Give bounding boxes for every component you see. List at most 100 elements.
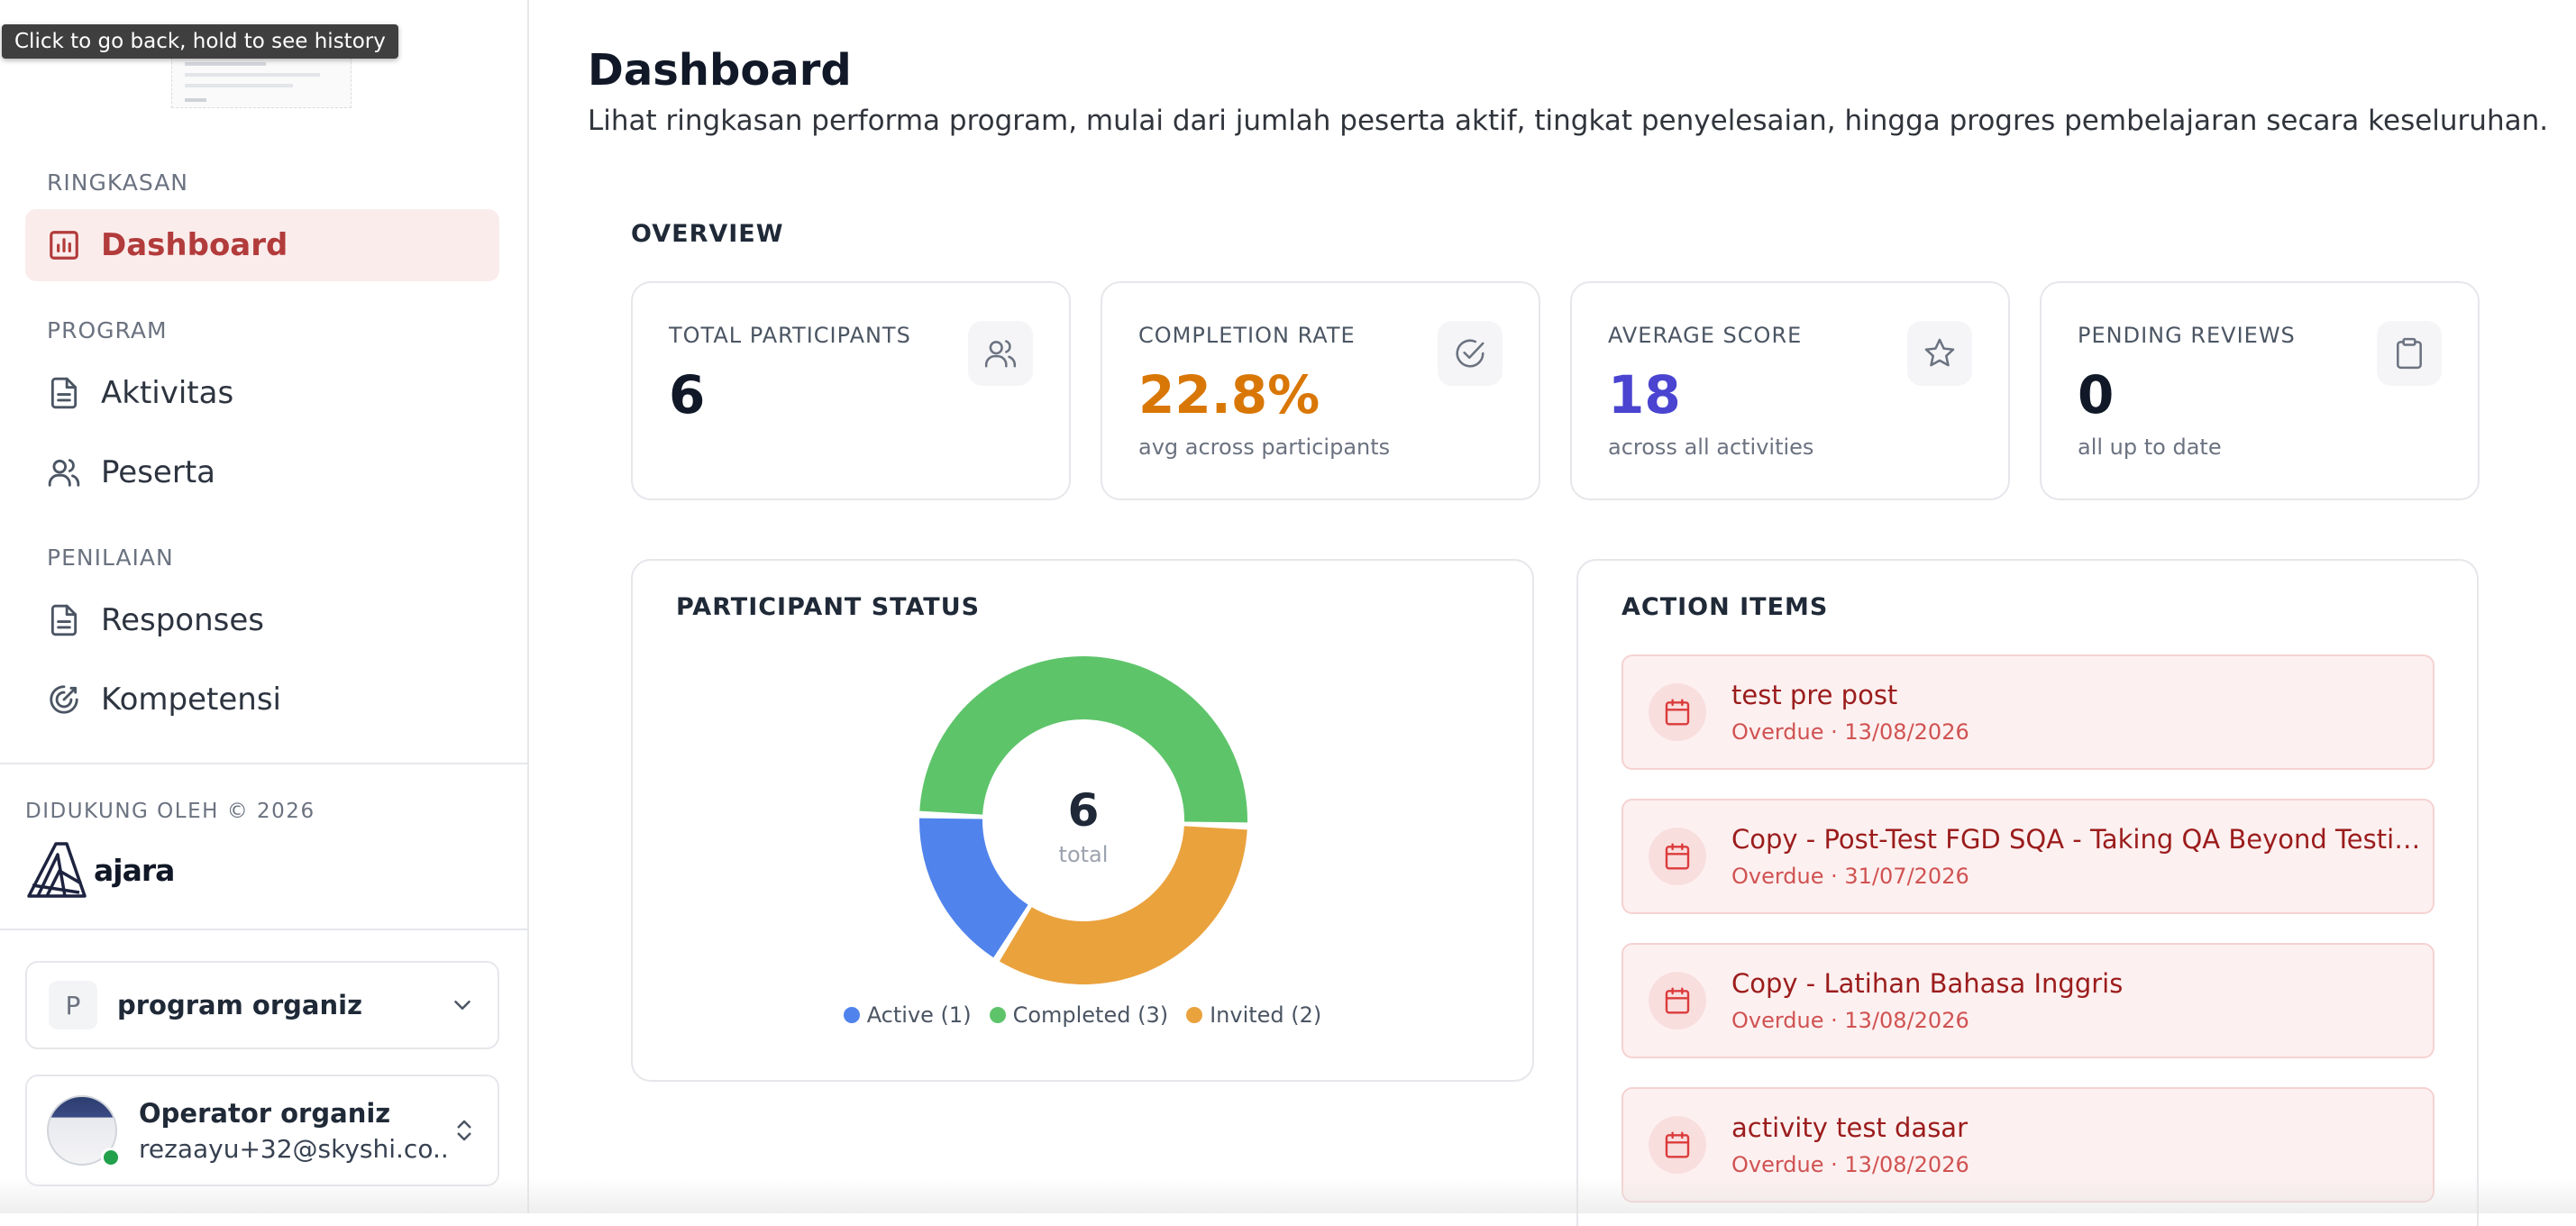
legend-label: Active (1): [866, 1002, 972, 1028]
sidebar-item-dashboard[interactable]: Dashboard: [25, 209, 499, 281]
star-icon: [1924, 338, 1955, 367]
stat-value: 22.8%: [1138, 364, 1320, 425]
sidebar-item-peserta[interactable]: Peserta: [25, 436, 499, 508]
stat-card-pending-reviews: PENDING REVIEWS 0 all up to date: [2040, 281, 2480, 500]
panel-title: PARTICIPANT STATUS: [676, 593, 981, 621]
org-name: program organiz: [117, 990, 362, 1020]
sidebar-item-responses[interactable]: Responses: [25, 584, 499, 656]
stat-sub: avg across participants: [1138, 435, 1391, 460]
sidebar-item-label: Aktivitas: [101, 375, 234, 411]
action-item-meta: Overdue · 31/07/2026: [1731, 864, 1969, 889]
action-item[interactable]: Copy - Latihan Bahasa Inggris Overdue · …: [1621, 943, 2434, 1058]
chevrons-up-down-icon: [457, 1120, 471, 1141]
section-label-program: PROGRAM: [47, 317, 168, 343]
section-label-ringkasan: RINGKASAN: [47, 169, 189, 196]
users-icon: [48, 459, 80, 487]
divider: [0, 763, 529, 764]
section-label-penilaian: PENILAIAN: [47, 544, 174, 571]
action-item-title: Copy - Post-Test FGD SQA - Taking QA Bey…: [1731, 824, 2434, 855]
user-name: Operator organiz: [139, 1097, 391, 1129]
stat-label: PENDING REVIEWS: [2078, 323, 2296, 348]
stat-value: 18: [1608, 364, 1681, 425]
chevron-down-icon: [454, 1001, 470, 1010]
action-icon-box: [1649, 972, 1706, 1029]
stat-sub: all up to date: [2078, 435, 2222, 460]
legend-item-completed[interactable]: Completed (3): [989, 1002, 1169, 1028]
donut-slice-invited[interactable]: [999, 826, 1247, 984]
calendar-icon: [1665, 1131, 1690, 1158]
sidebar-item-aktivitas[interactable]: Aktivitas: [25, 357, 499, 429]
action-items-panel: ACTION ITEMS test pre post Overdue · 13/…: [1576, 559, 2479, 1226]
action-item-title: Copy - Latihan Bahasa Inggris: [1731, 968, 2124, 999]
overview-label: OVERVIEW: [631, 220, 784, 248]
action-item-meta: Overdue · 13/08/2026: [1731, 1008, 1969, 1033]
stat-label: AVERAGE SCORE: [1608, 323, 1803, 348]
stat-label: COMPLETION RATE: [1138, 323, 1356, 348]
action-item-title: test pre post: [1731, 680, 1898, 710]
avatar: [47, 1095, 121, 1167]
donut-slice-active[interactable]: [919, 818, 1028, 958]
calendar-icon: [1665, 843, 1690, 870]
stat-icon-box: [1907, 321, 1972, 386]
stat-icon-box: [2377, 321, 2442, 386]
sidebar: Click to go back, hold to see history RI…: [0, 0, 529, 1213]
stat-sub: across all activities: [1608, 435, 1814, 460]
document-icon: [50, 604, 78, 636]
action-item-meta: Overdue · 13/08/2026: [1731, 719, 1969, 745]
legend-label: Invited (2): [1210, 1002, 1322, 1028]
stat-card-average-score: AVERAGE SCORE 18 across all activities: [1570, 281, 2010, 500]
legend-dot: [1186, 1007, 1203, 1023]
stat-value: 6: [669, 364, 706, 425]
brand-logo: ajara: [25, 838, 175, 901]
bar-chart-icon: [50, 231, 78, 260]
action-item[interactable]: Copy - Post-Test FGD SQA - Taking QA Bey…: [1621, 799, 2434, 914]
user-email: rezaayu+32@skyshi.co...: [139, 1133, 451, 1164]
panel-title: ACTION ITEMS: [1621, 593, 1829, 621]
stat-card-total-participants: TOTAL PARTICIPANTS 6: [631, 281, 1071, 500]
divider: [0, 929, 529, 930]
calendar-icon: [1665, 987, 1690, 1014]
action-icon-box: [1649, 1116, 1706, 1174]
bottom-scroll-shadow: [0, 1177, 2576, 1213]
chart-legend: Active (1) Completed (3) Invited (2): [633, 1002, 1532, 1028]
participant-status-panel: PARTICIPANT STATUS 6 total Active (1) Co…: [631, 559, 1534, 1082]
sidebar-item-kompetensi[interactable]: Kompetensi: [25, 663, 499, 736]
page-title: Dashboard: [588, 45, 852, 96]
stat-card-completion-rate: COMPLETION RATE 22.8% avg across partici…: [1101, 281, 1540, 500]
action-icon-box: [1649, 828, 1706, 885]
online-status-dot: [101, 1148, 121, 1167]
legend-dot: [989, 1007, 1006, 1023]
action-item-meta: Overdue · 13/08/2026: [1731, 1152, 1969, 1177]
users-icon: [984, 340, 1017, 368]
brand-name: ajara: [94, 852, 175, 888]
stat-value: 0: [2078, 364, 2115, 425]
document-icon: [50, 377, 78, 409]
donut-center-label: total: [1059, 842, 1109, 867]
donut-slice-completed[interactable]: [919, 656, 1247, 823]
participant-status-donut-chart: 6 total: [919, 656, 1247, 984]
program-logo[interactable]: [171, 49, 352, 108]
sidebar-item-label: Peserta: [101, 454, 215, 490]
user-menu[interactable]: Operator organiz rezaayu+32@skyshi.co...: [25, 1075, 499, 1186]
sidebar-item-label: Dashboard: [101, 227, 288, 263]
stat-icon-box: [1438, 321, 1503, 386]
action-icon-box: [1649, 683, 1706, 741]
back-button-tooltip: Click to go back, hold to see history: [2, 24, 398, 59]
calendar-icon: [1665, 699, 1690, 726]
sidebar-item-label: Kompetensi: [101, 682, 281, 718]
org-avatar: P: [49, 981, 97, 1029]
page-description: Lihat ringkasan performa program, mulai …: [588, 105, 2549, 137]
program-selector[interactable]: P program organiz: [25, 961, 499, 1049]
stat-icon-box: [968, 321, 1033, 386]
action-item[interactable]: test pre post Overdue · 13/08/2026: [1621, 654, 2434, 770]
sidebar-item-label: Responses: [101, 602, 265, 638]
donut-center-value: 6: [1068, 784, 1100, 837]
legend-label: Completed (3): [1012, 1002, 1169, 1028]
action-item-title: activity test dasar: [1731, 1112, 1969, 1143]
legend-item-active[interactable]: Active (1): [843, 1002, 972, 1028]
legend-item-invited[interactable]: Invited (2): [1186, 1002, 1321, 1028]
clipboard-icon: [2397, 337, 2422, 370]
check-circle-icon: [1456, 339, 1484, 368]
legend-dot: [843, 1007, 860, 1023]
ajara-logo-icon: [27, 842, 87, 898]
